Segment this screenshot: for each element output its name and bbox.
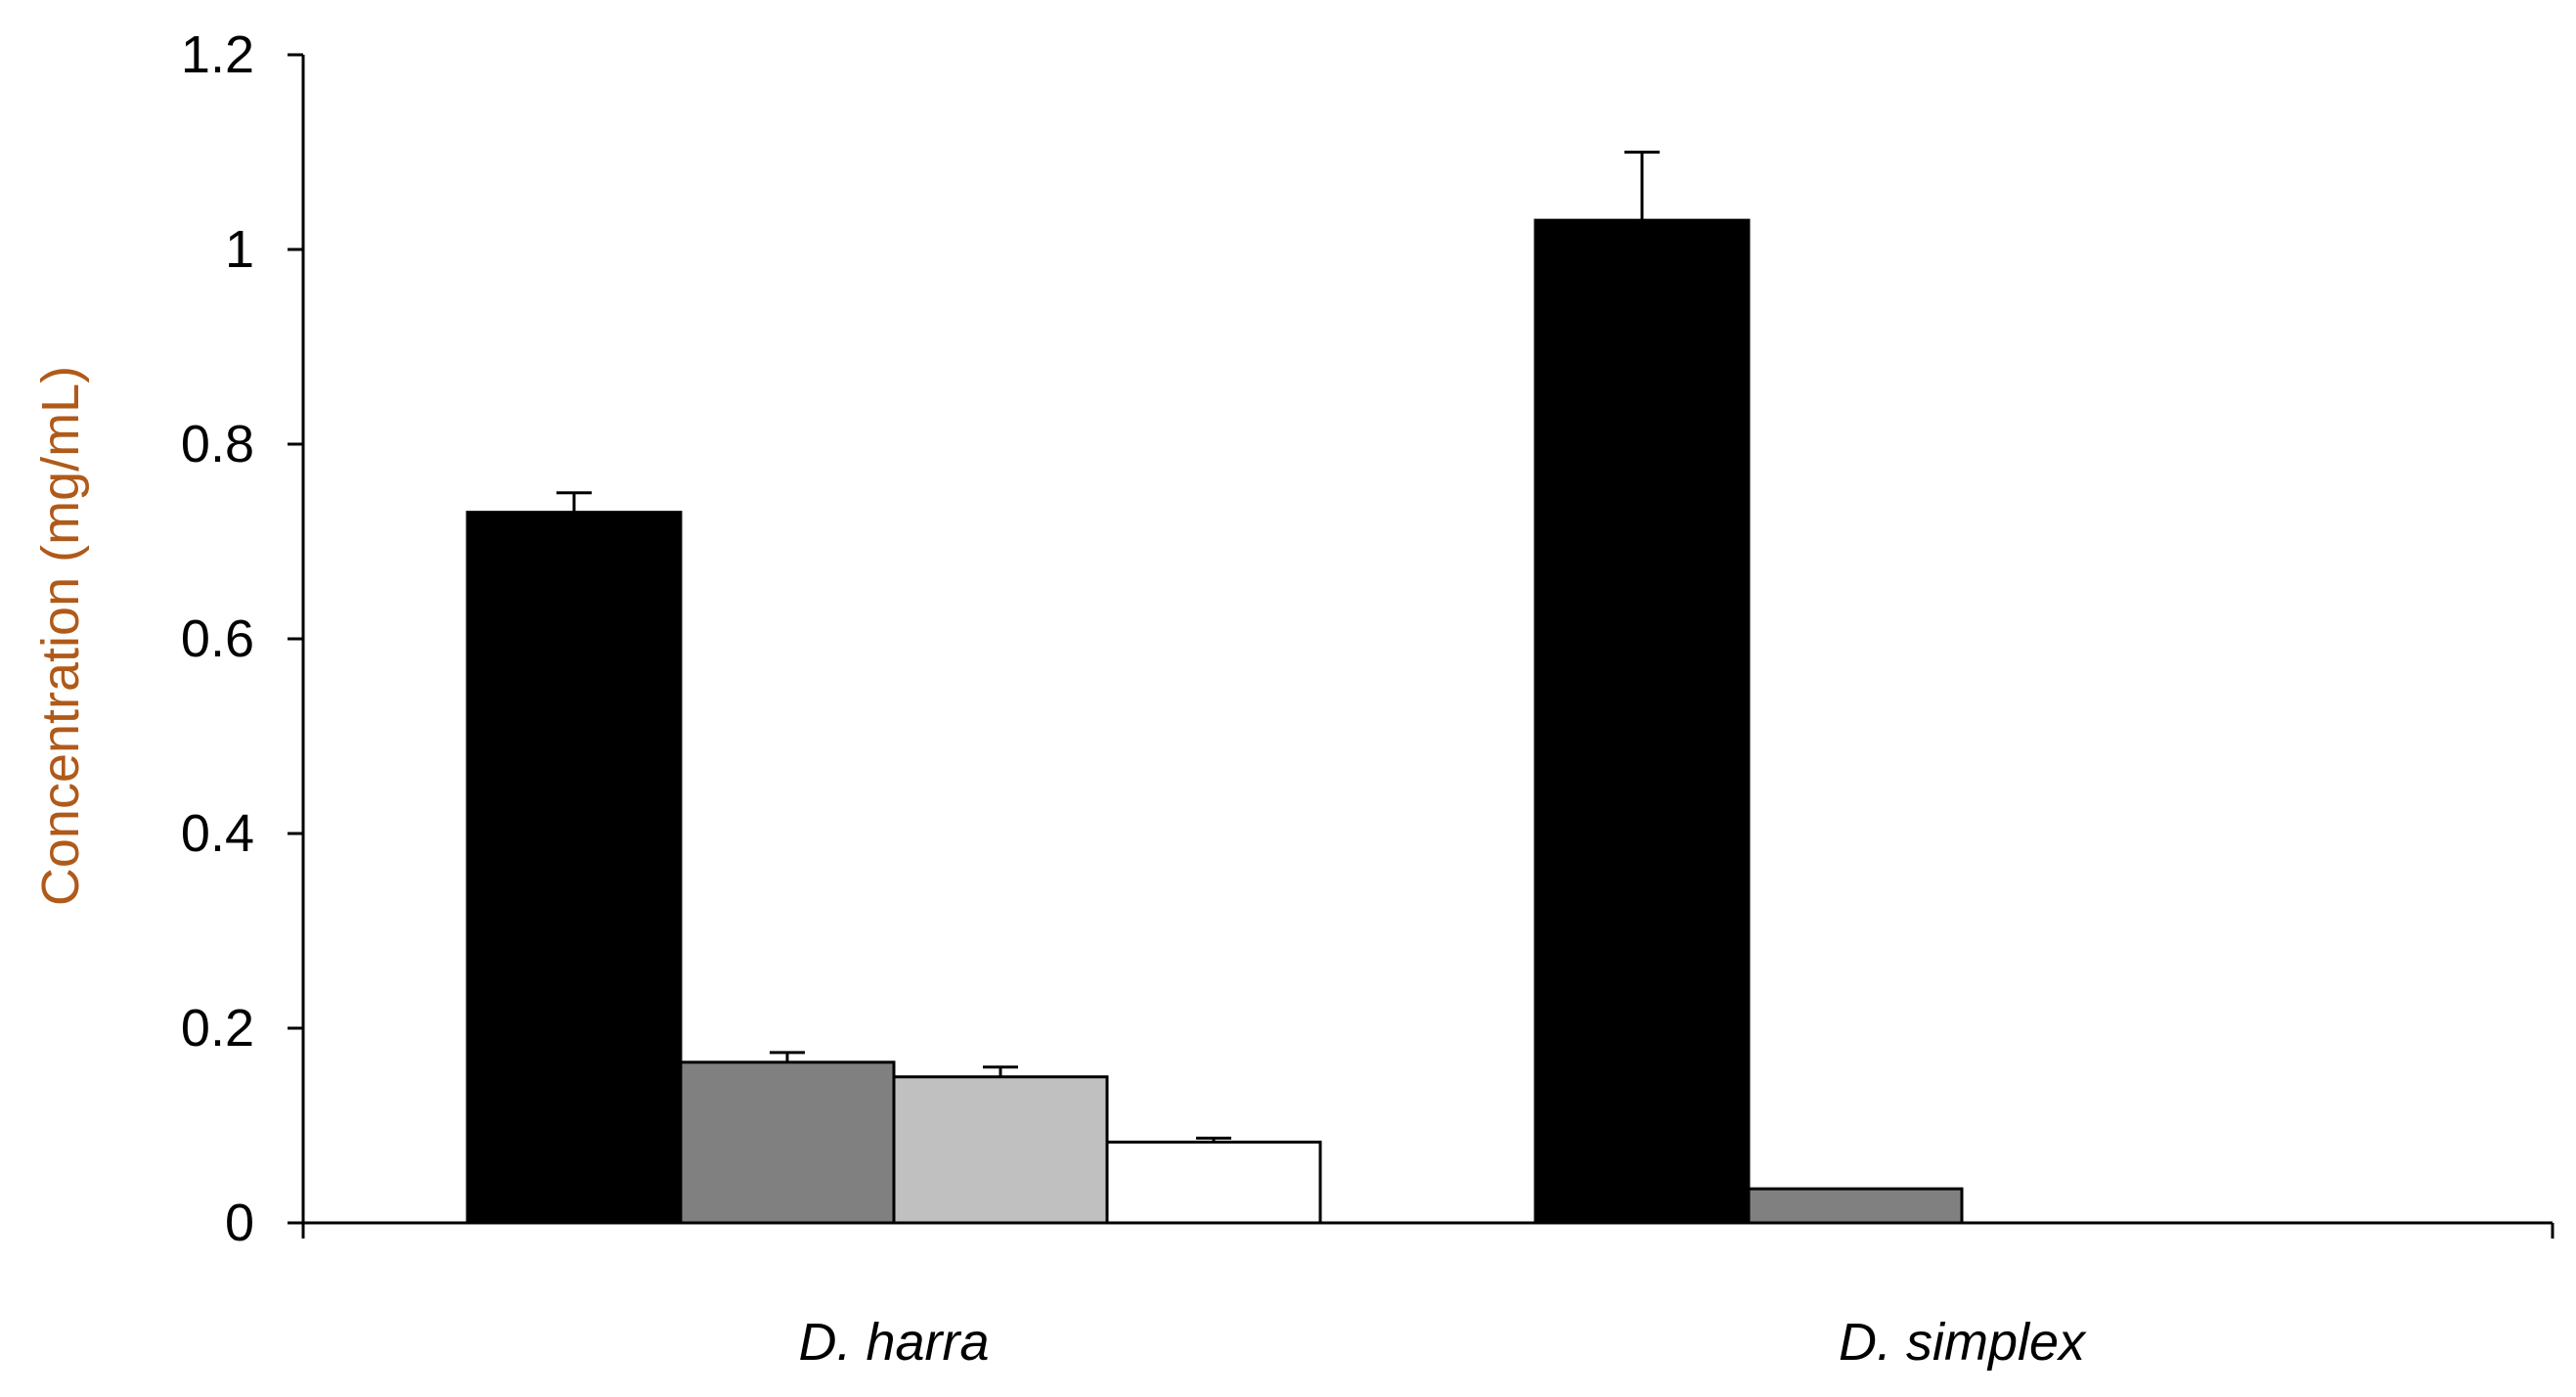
category-labels: D. harra D. simplex <box>798 1313 2087 1372</box>
y-tick-label: 0.8 <box>181 415 254 473</box>
category-label: D. harra <box>798 1313 989 1372</box>
y-axis-title: Concentration (mg/mL) <box>31 366 90 906</box>
y-tick-label: 0 <box>225 1194 254 1252</box>
y-axis-ticks: 0 0.2 0.4 0.6 0.8 1 1.2 <box>181 25 303 1252</box>
y-tick-label: 0.2 <box>181 999 254 1058</box>
bar <box>892 1075 1109 1225</box>
error-bars <box>556 151 1660 1143</box>
y-tick-label: 1.2 <box>181 25 254 84</box>
category-label: D. simplex <box>1839 1313 2087 1372</box>
bar <box>1533 218 1751 1225</box>
y-tick-label: 0.4 <box>181 804 254 863</box>
bar <box>466 511 683 1225</box>
bar <box>679 1060 896 1225</box>
bar <box>1105 1140 1322 1225</box>
y-tick-label: 0.6 <box>181 609 254 668</box>
axes <box>301 55 2554 1239</box>
bar <box>1747 1187 1964 1225</box>
y-tick-label: 1 <box>225 220 254 279</box>
bars <box>466 218 1964 1225</box>
